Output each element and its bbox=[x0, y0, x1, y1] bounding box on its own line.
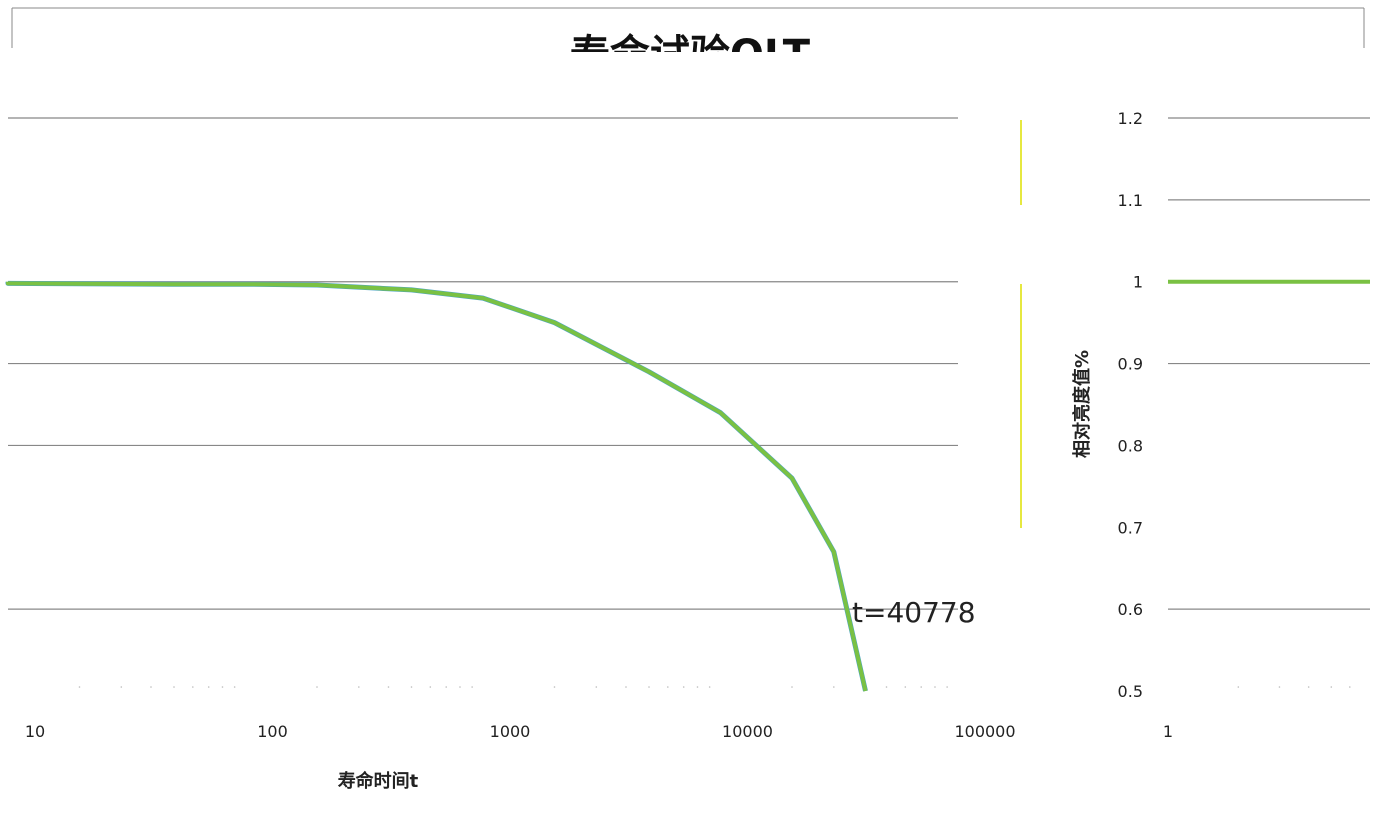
minor-tick-dot bbox=[221, 686, 224, 688]
y-tick-label: 0.5 bbox=[1118, 682, 1143, 701]
minor-tick-dot bbox=[791, 686, 793, 688]
minor-tick-dot bbox=[682, 686, 685, 688]
minor-tick-dot bbox=[696, 686, 699, 688]
minor-tick-dot bbox=[316, 686, 318, 688]
minor-tick-dot bbox=[445, 686, 448, 688]
x-tick-label: 1000 bbox=[490, 722, 531, 741]
x-tick-label: 100 bbox=[257, 722, 288, 741]
minor-tick-dot bbox=[904, 686, 907, 688]
minor-tick-dot bbox=[934, 686, 936, 688]
y-tick-label: 1 bbox=[1133, 273, 1143, 292]
minor-tick-dot bbox=[429, 686, 432, 688]
minor-tick-dot bbox=[1278, 686, 1281, 688]
minor-tick-dot bbox=[1307, 686, 1310, 688]
x-tick-label-right: 1 bbox=[1163, 722, 1173, 741]
minor-tick-dot bbox=[885, 686, 888, 688]
minor-tick-dot bbox=[648, 686, 650, 688]
minor-tick-dot bbox=[667, 686, 669, 688]
minor-tick-dot bbox=[471, 686, 473, 688]
minor-tick-dot bbox=[833, 686, 835, 688]
y-tick-label: 0.6 bbox=[1118, 600, 1143, 619]
minor-tick-dot bbox=[173, 686, 175, 688]
minor-tick-dot bbox=[150, 686, 152, 688]
minor-tick-dot bbox=[946, 686, 948, 688]
minor-tick-dot bbox=[459, 686, 461, 688]
minor-tick-dot bbox=[410, 686, 413, 688]
y-tick-label: 1.1 bbox=[1118, 191, 1143, 210]
x-axis-label: 寿命时间t bbox=[338, 770, 419, 792]
series-line bbox=[6, 281, 868, 692]
minor-tick-dot bbox=[233, 686, 236, 688]
minor-tick-dot bbox=[920, 686, 923, 688]
y-tick-label: 0.9 bbox=[1118, 355, 1143, 374]
minor-tick-dot bbox=[1349, 686, 1351, 688]
minor-tick-dot bbox=[595, 686, 598, 688]
minor-tick-dot bbox=[78, 686, 81, 688]
x-tick-label: 10000 bbox=[722, 722, 773, 741]
minor-tick-dot bbox=[358, 686, 360, 688]
minor-tick-dot bbox=[207, 686, 210, 688]
minor-tick-dot bbox=[1237, 686, 1240, 688]
x-tick-label: 100000 bbox=[954, 722, 1015, 741]
title-mask bbox=[0, 52, 1378, 112]
annotation-label: t=40778 bbox=[852, 596, 976, 629]
y-axis-label: 相对亮度值% bbox=[1071, 350, 1093, 458]
minor-tick-dot bbox=[192, 686, 194, 688]
y-tick-label: 0.8 bbox=[1118, 436, 1143, 455]
minor-tick-dot bbox=[553, 686, 556, 688]
minor-tick-dot bbox=[387, 686, 390, 688]
minor-tick-dot bbox=[708, 686, 711, 688]
y-tick-label: 1.2 bbox=[1118, 109, 1143, 128]
series-line-shadow bbox=[5, 280, 868, 692]
minor-tick-dot bbox=[625, 686, 627, 688]
minor-tick-dot bbox=[120, 686, 123, 688]
y-tick-label: 0.7 bbox=[1118, 518, 1143, 537]
minor-tick-dot bbox=[1330, 686, 1333, 688]
x-tick-label: 10 bbox=[25, 722, 45, 741]
